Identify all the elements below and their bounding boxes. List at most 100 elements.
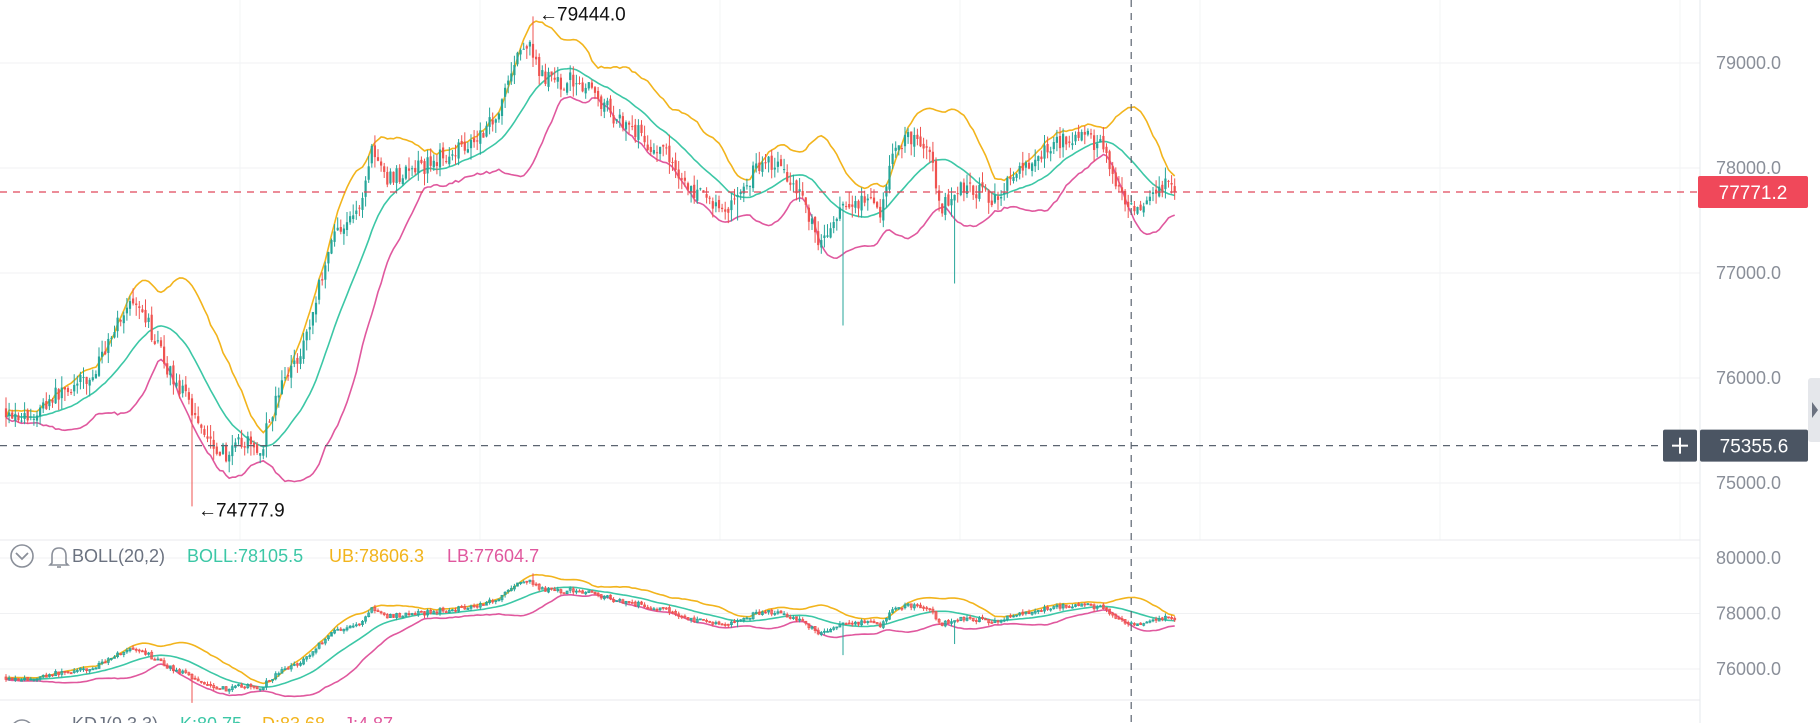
candle-body xyxy=(528,579,532,582)
candle-body xyxy=(1021,611,1025,615)
candle-body xyxy=(640,601,643,605)
candle-body xyxy=(376,610,380,613)
plus-icon[interactable] xyxy=(1672,437,1688,454)
chevron-down-circle-icon[interactable] xyxy=(11,719,33,723)
candle-body xyxy=(885,617,888,622)
y-tick-label: 76000.0 xyxy=(1716,368,1781,388)
candle-body xyxy=(274,673,278,680)
candle-body xyxy=(878,623,882,627)
candle-body xyxy=(134,648,138,651)
candle-body xyxy=(159,340,163,347)
candle-body xyxy=(907,132,910,138)
candle-body xyxy=(1151,619,1155,622)
candle-body xyxy=(491,600,495,603)
candle-body xyxy=(97,356,101,376)
candle-body xyxy=(246,684,250,688)
candle-body xyxy=(575,590,578,593)
candle-body xyxy=(264,680,268,688)
candle-body xyxy=(39,407,42,417)
candle-body xyxy=(683,615,687,618)
y-tick-label: 78000.0 xyxy=(1716,604,1781,624)
candle-body xyxy=(550,71,553,76)
candle-body xyxy=(962,616,966,621)
candle-body xyxy=(88,669,92,672)
candle-body xyxy=(141,309,144,313)
candle-body xyxy=(10,677,14,681)
candle-body xyxy=(764,162,767,164)
candle-body xyxy=(472,605,476,608)
candle-body xyxy=(342,228,345,234)
candle-body xyxy=(438,149,442,168)
candle-body xyxy=(742,618,746,621)
y-tick-label: 78000.0 xyxy=(1716,158,1781,178)
candle-body xyxy=(637,125,640,140)
candle-body xyxy=(432,611,436,614)
candle-body xyxy=(593,591,597,595)
candle-body xyxy=(150,651,154,660)
candle-body xyxy=(888,612,891,620)
candle-body xyxy=(522,581,526,584)
candle-body xyxy=(742,186,745,194)
candle-body xyxy=(618,114,621,119)
candle-body xyxy=(454,609,457,612)
candle-body xyxy=(1031,163,1034,171)
candle-body xyxy=(1055,136,1058,143)
candle-body xyxy=(615,119,618,121)
candle-body xyxy=(277,673,281,676)
candle-body xyxy=(807,207,810,222)
candle-body xyxy=(163,346,166,364)
candle-body xyxy=(841,203,845,206)
candle-body xyxy=(569,72,572,81)
candle-body xyxy=(578,590,581,593)
candle-body xyxy=(82,668,85,671)
candle-body xyxy=(996,196,1000,200)
candle-body xyxy=(448,156,451,165)
candle-body xyxy=(26,410,29,421)
candle-body xyxy=(295,663,299,666)
candle-body xyxy=(903,604,907,609)
candle-body xyxy=(652,608,656,611)
caret-right-icon[interactable] xyxy=(1812,402,1818,418)
candle-body xyxy=(798,618,801,621)
candle-body xyxy=(79,374,82,383)
candle-body xyxy=(640,124,643,133)
candle-body xyxy=(280,669,284,674)
candle-body xyxy=(1139,622,1142,626)
candle-body xyxy=(358,207,361,209)
candle-body xyxy=(237,437,240,440)
candle-body xyxy=(135,303,138,306)
candle-body xyxy=(44,674,48,678)
candle-body xyxy=(26,677,30,681)
candle-body xyxy=(519,50,522,55)
candle-body xyxy=(934,160,938,189)
candle-body xyxy=(984,618,987,621)
candle-body xyxy=(869,620,873,623)
candle-body xyxy=(633,601,637,606)
candle-body xyxy=(832,222,835,229)
candle-body xyxy=(324,265,327,280)
candle-body xyxy=(757,611,761,615)
candle-body xyxy=(171,665,175,672)
candle-body xyxy=(587,590,591,593)
candle-body xyxy=(69,672,73,675)
candle-body xyxy=(20,679,23,682)
candle-body xyxy=(1009,615,1012,618)
candle-body xyxy=(314,302,318,315)
candle-body xyxy=(507,80,510,85)
candle-body xyxy=(169,366,172,376)
candle-body xyxy=(531,580,535,585)
candle-body xyxy=(1151,192,1155,194)
candle-body xyxy=(1142,623,1146,626)
candle-body xyxy=(863,620,867,624)
candle-body xyxy=(35,678,39,681)
bell-icon[interactable] xyxy=(48,547,70,568)
side-panel-toggle[interactable] xyxy=(1808,378,1820,442)
candle-body xyxy=(48,399,51,407)
candle-body xyxy=(110,657,113,660)
chevron-down-circle-icon[interactable] xyxy=(10,544,34,568)
candle-body xyxy=(692,617,696,622)
candle-body xyxy=(454,155,457,157)
candle-body xyxy=(835,626,839,629)
candle-body xyxy=(1133,623,1136,626)
